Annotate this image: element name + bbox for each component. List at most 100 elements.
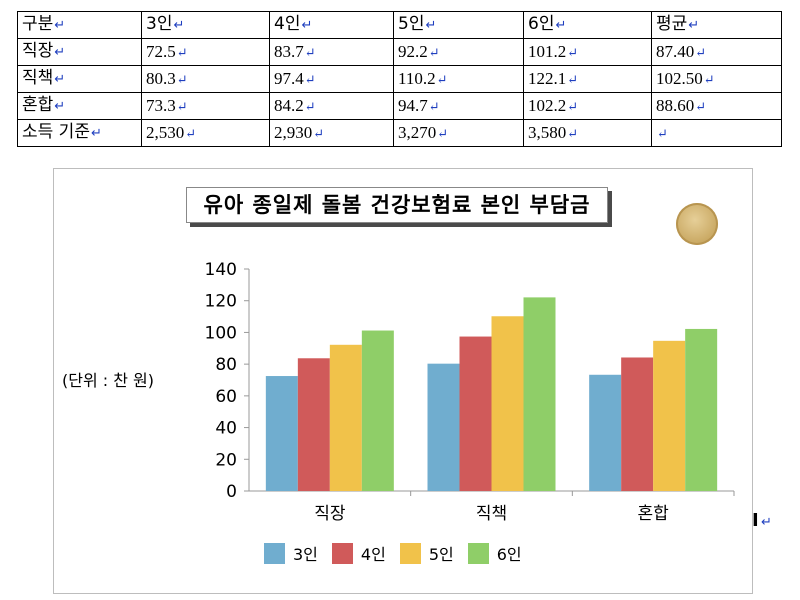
table-cell: ↵ <box>651 119 782 147</box>
return-mark: ↵ <box>703 71 715 87</box>
text-cursor-mark: I <box>752 510 759 531</box>
return-mark: ↵ <box>657 125 668 141</box>
chart-title: 유아 종일제 돌봄 건강보험료 본인 부담금 <box>186 187 608 223</box>
table-cell: 2,530↵ <box>141 119 270 147</box>
y-tick-label: 0 <box>226 482 237 502</box>
bar-5인-혼합 <box>653 340 686 491</box>
return-mark: ↵ <box>185 125 197 141</box>
return-mark: ↵ <box>688 18 700 33</box>
y-tick-label: 120 <box>205 292 237 312</box>
table-cell: 110.2↵ <box>393 65 524 93</box>
return-mark: ↵ <box>304 71 316 87</box>
table-cell: 80.3↵ <box>141 65 270 93</box>
bar-5인-직장 <box>329 344 362 491</box>
table-row: 소득 기준↵ 2,530↵ 2,930↵ 3,270↵ 3,580↵ ↵ <box>17 119 782 147</box>
legend-swatch <box>467 542 489 564</box>
table-cell: 102.2↵ <box>523 92 652 120</box>
return-mark: ↵ <box>304 98 316 114</box>
return-mark: ↵ <box>54 45 66 60</box>
legend-item: 5인 <box>399 541 454 565</box>
paragraph-return-mark: ↵ <box>761 515 772 530</box>
table-cell: 3,270↵ <box>393 119 524 147</box>
legend-label: 5인 <box>428 545 454 564</box>
table-cell: 101.2↵ <box>523 38 652 66</box>
table-cell: 혼합↵ <box>17 92 142 120</box>
table-cell: 3,580↵ <box>523 119 652 147</box>
bar-5인-직책 <box>491 316 524 491</box>
table-cell: 102.50↵ <box>651 65 782 93</box>
table-cell: 122.1↵ <box>523 65 652 93</box>
table-cell: 84.2↵ <box>269 92 394 120</box>
chart-legend: 3인 4인 5인 6인 <box>264 541 522 565</box>
y-tick-label: 100 <box>205 323 237 343</box>
x-tick-label: 직책 <box>476 504 507 524</box>
y-tick-label: 80 <box>215 355 237 375</box>
return-mark: ↵ <box>436 71 448 87</box>
bar-3인-직책 <box>427 363 460 491</box>
chart-plot: 0 20 40 60 80 100 120 140 직장 직책 혼합 <box>205 260 735 524</box>
legend-label: 6인 <box>496 545 522 564</box>
legend-label: 3인 <box>293 545 318 564</box>
return-mark: ↵ <box>567 98 579 114</box>
seal-stamp <box>676 203 718 245</box>
table-header-row: 구분↵ 3인↵ 4인↵ 5인↵ 6인↵ 평균↵ <box>17 11 782 39</box>
table-header-cell: 평균↵ <box>651 11 782 39</box>
return-mark: ↵ <box>176 98 188 114</box>
bar-4인-혼합 <box>621 357 654 491</box>
legend-item: 6인 <box>467 541 522 565</box>
y-tick-label: 60 <box>215 387 237 407</box>
data-table: 구분↵ 3인↵ 4인↵ 5인↵ 6인↵ 평균↵ 직장↵ 72.5↵ 83.7↵ 92.2↵ 101.… <box>17 11 782 147</box>
table-header-cell: 5인↵ <box>393 11 524 39</box>
table-cell: 소득 기준↵ <box>17 119 142 147</box>
table-row: 직장↵ 72.5↵ 83.7↵ 92.2↵ 101.2↵ 87.40↵ <box>17 38 782 66</box>
table-cell: 직책↵ <box>17 65 142 93</box>
x-tick-label: 혼합 <box>638 504 670 524</box>
y-tick-label: 40 <box>215 419 237 439</box>
return-mark: ↵ <box>313 125 325 141</box>
return-mark: ↵ <box>54 99 66 114</box>
return-mark: ↵ <box>90 126 102 141</box>
table-cell: 88.60↵ <box>651 92 782 120</box>
legend-item: 4인 <box>331 541 386 565</box>
return-mark: ↵ <box>695 98 707 114</box>
return-mark: ↵ <box>567 44 579 60</box>
legend-swatch <box>264 542 285 564</box>
y-tick-label: 20 <box>215 450 237 470</box>
bar-6인-직책 <box>523 297 556 491</box>
return-mark: ↵ <box>555 18 567 33</box>
table-cell: 87.40↵ <box>651 38 782 66</box>
y-axis-label: (단위 : 찬 원) <box>62 371 155 390</box>
table-cell: 94.7↵ <box>393 92 524 120</box>
bar-4인-직책 <box>459 336 492 491</box>
table-row: 혼합↵ 73.3↵ 84.2↵ 94.7↵ 102.2↵ 88.60↵ <box>17 92 782 120</box>
return-mark: ↵ <box>173 18 185 33</box>
return-mark: ↵ <box>54 72 66 87</box>
return-mark: ↵ <box>695 44 707 60</box>
legend-item: 3인 <box>264 541 318 565</box>
bar-4인-직장 <box>297 358 330 491</box>
y-tick-label: 140 <box>205 260 237 280</box>
bar-3인-직장 <box>265 376 298 491</box>
return-mark: ↵ <box>567 71 579 87</box>
return-mark: ↵ <box>428 44 440 60</box>
chart-frame: 유아 종일제 돌봄 건강보험료 본인 부담금 (단위 : 찬 원) 0 20 40 6… <box>53 168 753 594</box>
table-cell: 92.2↵ <box>393 38 524 66</box>
table-header-cell: 6인↵ <box>523 11 652 39</box>
return-mark: ↵ <box>176 71 188 87</box>
return-mark: ↵ <box>301 18 313 33</box>
legend-swatch <box>331 542 353 564</box>
return-mark: ↵ <box>567 125 579 141</box>
x-tick-label: 직장 <box>314 504 346 524</box>
return-mark: ↵ <box>437 125 449 141</box>
table-row: 직책↵ 80.3↵ 97.4↵ 110.2↵ 122.1↵ 102.50↵ <box>17 65 782 93</box>
table-cell: 직장↵ <box>17 38 142 66</box>
table-cell: 83.7↵ <box>269 38 394 66</box>
table-cell: 73.3↵ <box>141 92 270 120</box>
table-cell: 2,930↵ <box>269 119 394 147</box>
return-mark: ↵ <box>425 18 437 33</box>
bar-3인-혼합 <box>589 374 622 491</box>
return-mark: ↵ <box>304 44 316 60</box>
return-mark: ↵ <box>428 98 440 114</box>
bar-6인-혼합 <box>685 328 718 491</box>
legend-swatch <box>399 542 421 564</box>
